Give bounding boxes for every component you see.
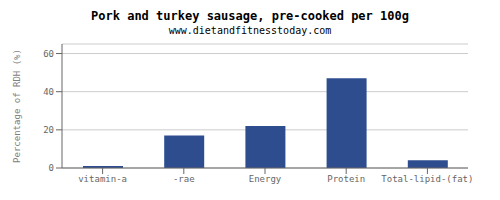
- svg-text:40: 40: [43, 87, 54, 97]
- svg-text:-rae: -rae: [173, 174, 195, 184]
- svg-text:60: 60: [43, 49, 54, 59]
- svg-text:20: 20: [43, 125, 54, 135]
- html-text:www.dietandfitnesstoday.com: www.dietandfitnesstoday.com: [168, 25, 332, 36]
- svg-text:Percentage of RDH (%): Percentage of RDH (%): [12, 49, 22, 163]
- svg-text:0: 0: [49, 163, 54, 173]
- svg-text:Energy: Energy: [249, 174, 282, 184]
- html-text:Pork and turkey sausage, pre-c: Pork and turkey sausage, pre-cooked per …: [91, 9, 409, 23]
- svg-text:vitamin-a: vitamin-a: [78, 174, 127, 184]
- svg-text:Total-lipid-(fat): Total-lipid-(fat): [381, 174, 473, 184]
- svg-text:Protein: Protein: [327, 174, 365, 184]
